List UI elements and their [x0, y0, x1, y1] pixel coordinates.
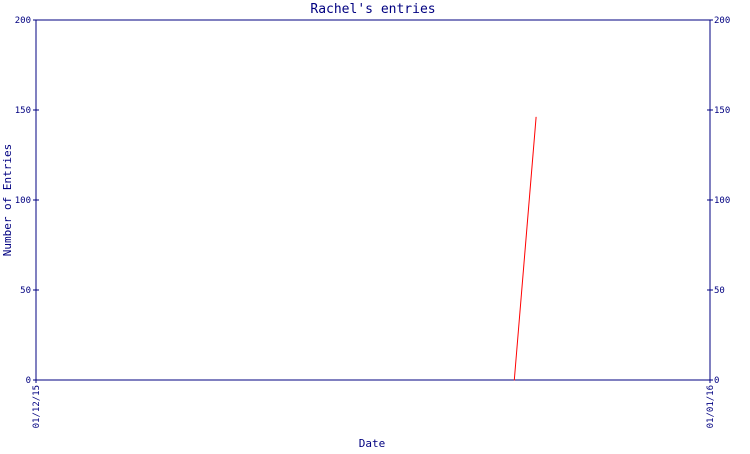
series-layer — [513, 116, 537, 381]
y-tick-label-left: 0 — [26, 376, 31, 386]
chart-title: Rachel's entries — [310, 2, 435, 17]
x-tick-label: 01/01/16 — [706, 385, 716, 428]
y-tick-label-left: 200 — [15, 16, 31, 26]
x-axis-title: Date — [359, 437, 386, 450]
y-tick-label-right: 50 — [714, 286, 725, 296]
y-tick-label-right: 100 — [714, 196, 730, 206]
y-tick-label-left: 100 — [15, 196, 31, 206]
plot-area-frame — [35, 19, 711, 381]
y-axis-left: 0 50 100 150 200 — [15, 16, 39, 386]
data-point — [513, 379, 515, 381]
y-tick-label-right: 0 — [714, 376, 719, 386]
y-tick-label-right: 200 — [714, 16, 730, 26]
series-line — [513, 117, 537, 381]
data-point — [535, 116, 537, 118]
x-tick-label: 01/12/15 — [32, 385, 42, 428]
y-tick-label-right: 150 — [714, 106, 730, 116]
y-tick-label-left: 150 — [15, 106, 31, 116]
x-axis: 01/12/15 01/01/16 — [32, 377, 716, 428]
y-axis-title: Number of Entries — [1, 144, 14, 257]
y-tick-label-left: 50 — [20, 286, 31, 296]
